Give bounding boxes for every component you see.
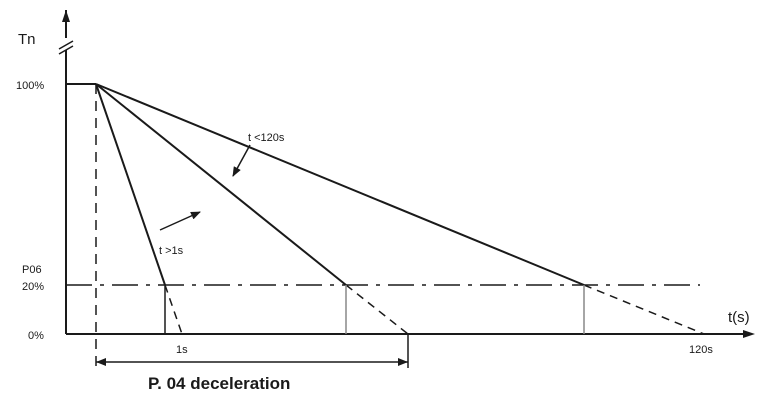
axis-break-mark-2 [58, 45, 74, 55]
ramp-shallow-dashed [583, 284, 705, 335]
dimension-label: P. 04 deceleration [148, 374, 290, 393]
arrow-t-lt-120s-icon [232, 144, 251, 177]
x-axis-label: t(s) [728, 309, 750, 326]
arrow-t-gt-1s-icon [159, 211, 201, 231]
y-axis-label: Tn [18, 31, 36, 48]
y-tick-p06: P06 [22, 264, 42, 276]
annotation-t-gt-1s: t >1s [159, 245, 184, 257]
ramp-middle-solid [95, 83, 347, 286]
y-tick-100: 100% [16, 80, 44, 92]
y-tick-20: 20% [22, 281, 44, 293]
ramp-middle-dashed [345, 284, 409, 335]
ramp-shallow-solid [95, 83, 585, 286]
x-tick-120s: 120s [689, 344, 713, 356]
x-axis-arrow-icon [743, 330, 755, 338]
dimension-arrow-right-icon [398, 358, 408, 366]
y-axis-arrow-icon [62, 10, 70, 22]
axis-break-mark-1 [58, 40, 74, 50]
ramp-steep-solid [95, 83, 166, 286]
dimension-arrow-left-icon [96, 358, 106, 366]
annotation-t-lt-120s: t <120s [248, 132, 285, 144]
ramp-steep-dashed [164, 284, 183, 335]
y-tick-0: 0% [28, 330, 44, 342]
x-tick-1s: 1s [176, 344, 188, 356]
